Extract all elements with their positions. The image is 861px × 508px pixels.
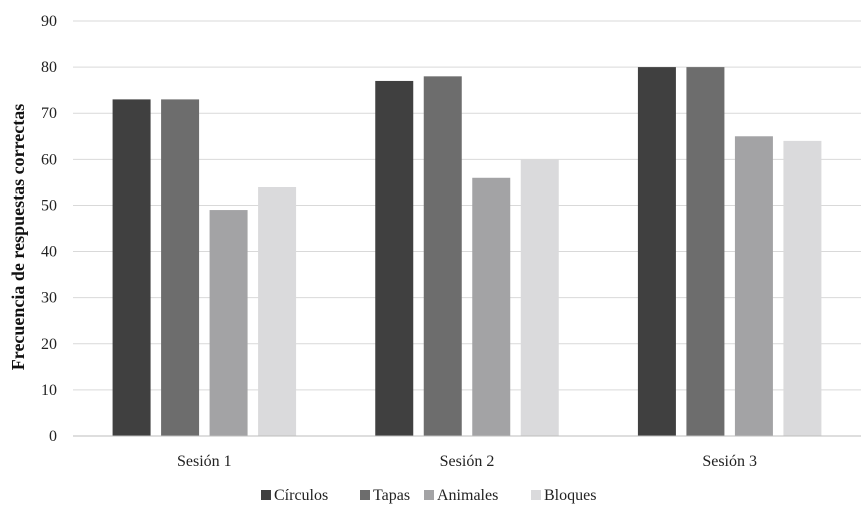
gridlines	[73, 20, 861, 391]
y-tick-label: 80	[41, 59, 57, 76]
y-tick-label: 10	[41, 382, 57, 399]
bar-circulos-3	[637, 67, 676, 436]
y-tick-label: 20	[41, 336, 57, 353]
legend: Círculos Tapas Animales Bloques	[261, 487, 596, 504]
y-tick-label: 60	[41, 151, 57, 168]
bars	[112, 67, 822, 437]
y-tick-label: 40	[41, 244, 57, 261]
bar-bloques-1	[258, 187, 297, 436]
bar-animales-3	[734, 136, 773, 436]
bar-animales-2	[472, 177, 511, 436]
legend-swatch	[360, 490, 370, 500]
bar-bloques-2	[520, 159, 559, 437]
axes: 0 10 20 30 40 50 60 70 80 90 Sesión 1 Sesión 2 Sesió…	[41, 13, 861, 470]
y-axis-title: Frecuencia de respuestas correctas	[8, 104, 28, 370]
legend-label: Círculos	[274, 487, 328, 504]
bar-bloques-3	[783, 140, 822, 436]
bar-circulos-2	[375, 80, 414, 436]
bar-animales-1	[209, 210, 248, 436]
bar-circulos-1	[112, 99, 151, 436]
y-tick-label: 90	[41, 13, 57, 30]
legend-label: Animales	[437, 487, 498, 504]
bar-tapas-2	[423, 76, 462, 436]
x-tick-label: Sesión 2	[440, 453, 495, 470]
y-tick-label: 30	[41, 290, 57, 307]
legend-swatch	[531, 490, 541, 500]
legend-swatch	[424, 490, 434, 500]
x-tick-label: Sesión 1	[177, 453, 232, 470]
y-tick-label: 50	[41, 197, 57, 214]
x-tick-label: Sesión 3	[702, 453, 757, 470]
y-tick-label: 0	[49, 428, 57, 445]
y-tick-label: 70	[41, 105, 57, 122]
bar-tapas-1	[161, 99, 200, 436]
bar-tapas-3	[686, 67, 725, 436]
legend-swatch	[261, 490, 271, 500]
legend-label: Bloques	[544, 487, 596, 504]
legend-label: Tapas	[373, 487, 410, 504]
